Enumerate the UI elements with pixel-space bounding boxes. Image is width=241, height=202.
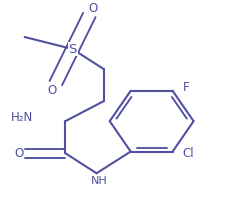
Text: O: O [88, 2, 98, 16]
Text: NH: NH [91, 176, 107, 186]
Text: S: S [68, 43, 77, 56]
Text: O: O [47, 84, 57, 97]
Text: H₂N: H₂N [11, 111, 33, 124]
Text: F: F [182, 81, 189, 94]
Text: Cl: Cl [182, 147, 194, 160]
Text: O: O [14, 147, 23, 160]
